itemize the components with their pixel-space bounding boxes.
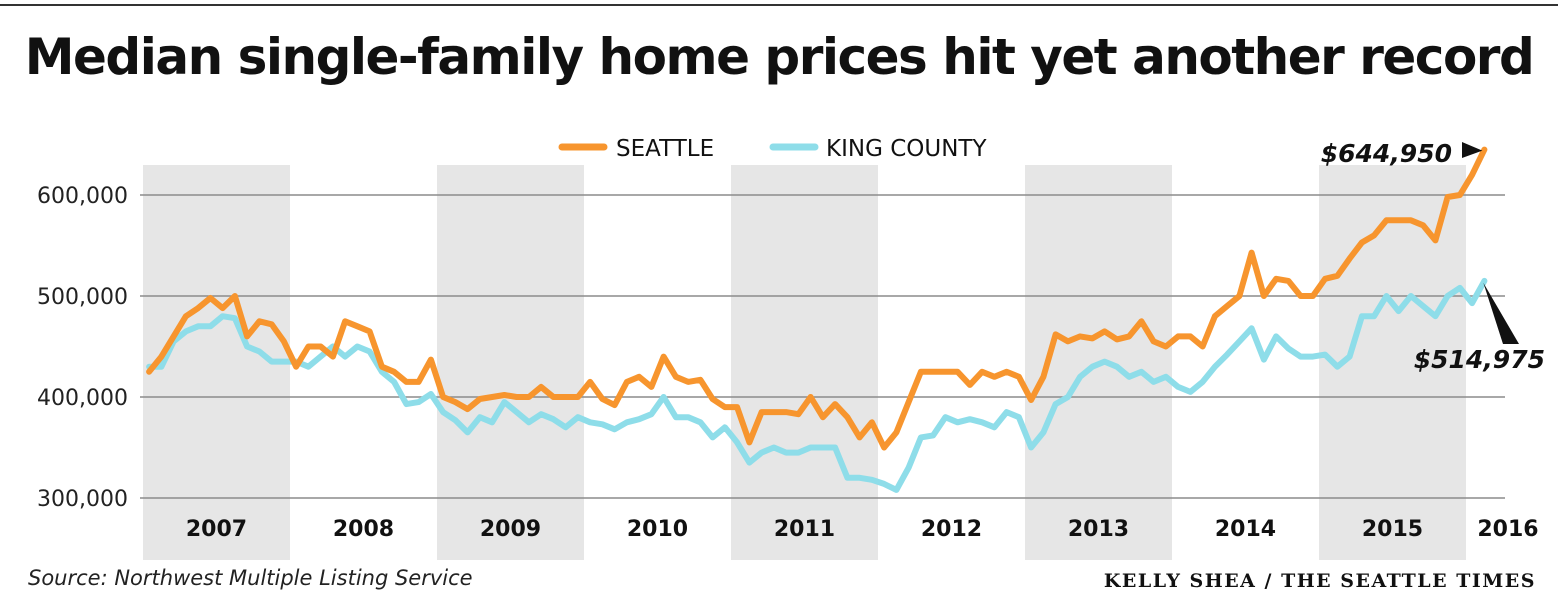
annotation-pointer-king-county [1483, 282, 1519, 344]
x-tick-label-2011: 2011 [774, 517, 835, 542]
series-line-king-county [146, 277, 1488, 493]
annotation-seattle-value: $644,950 [1321, 139, 1452, 168]
gridlines [140, 194, 1505, 499]
annotation-pointer-seattle [1462, 142, 1483, 158]
x-tick-label-2012: 2012 [921, 517, 982, 542]
top-rule [0, 4, 1558, 6]
x-tick-label-2016: 2016 [1477, 517, 1538, 542]
year-band-2009 [437, 165, 584, 560]
year-band-2007 [143, 165, 290, 560]
year-bands [143, 165, 1466, 560]
year-band-2011 [731, 165, 878, 560]
y-tick-label: 600,000 [37, 184, 128, 209]
x-tick-label-2015: 2015 [1362, 517, 1423, 542]
x-tick-label-2010: 2010 [627, 517, 688, 542]
x-tick-label-2014: 2014 [1215, 517, 1276, 542]
y-tick-label: 500,000 [37, 285, 128, 310]
chart-title: Median single-family home prices hit yet… [24, 28, 1535, 86]
y-tick-label: 400,000 [37, 386, 128, 411]
series-lines [146, 146, 1488, 493]
x-axis-ticks: 2007 2008 2009 2010 2011 2012 2013 2014 2015 2016 [186, 517, 1539, 542]
x-tick-label-2013: 2013 [1068, 517, 1129, 542]
legend-label-king-county: KING COUNTY [826, 136, 987, 162]
annotations: $644,950 $514,975 [1321, 139, 1545, 374]
annotation-king-county-value: $514,975 [1414, 345, 1545, 374]
x-tick-label-2007: 2007 [186, 517, 247, 542]
y-axis-ticks: 300,000 400,000 500,000 600,000 [37, 184, 128, 512]
legend-label-seattle: SEATTLE [616, 136, 714, 162]
series-line-seattle [146, 146, 1488, 451]
x-tick-label-2009: 2009 [480, 517, 541, 542]
x-tick-label-2008: 2008 [333, 517, 394, 542]
legend: SEATTLE KING COUNTY [558, 136, 987, 162]
source-note: Source: Northwest Multiple Listing Servi… [28, 566, 473, 590]
y-tick-label: 300,000 [37, 487, 128, 512]
credit-line: KELLY SHEA / THE SEATTLE TIMES [1103, 570, 1536, 592]
